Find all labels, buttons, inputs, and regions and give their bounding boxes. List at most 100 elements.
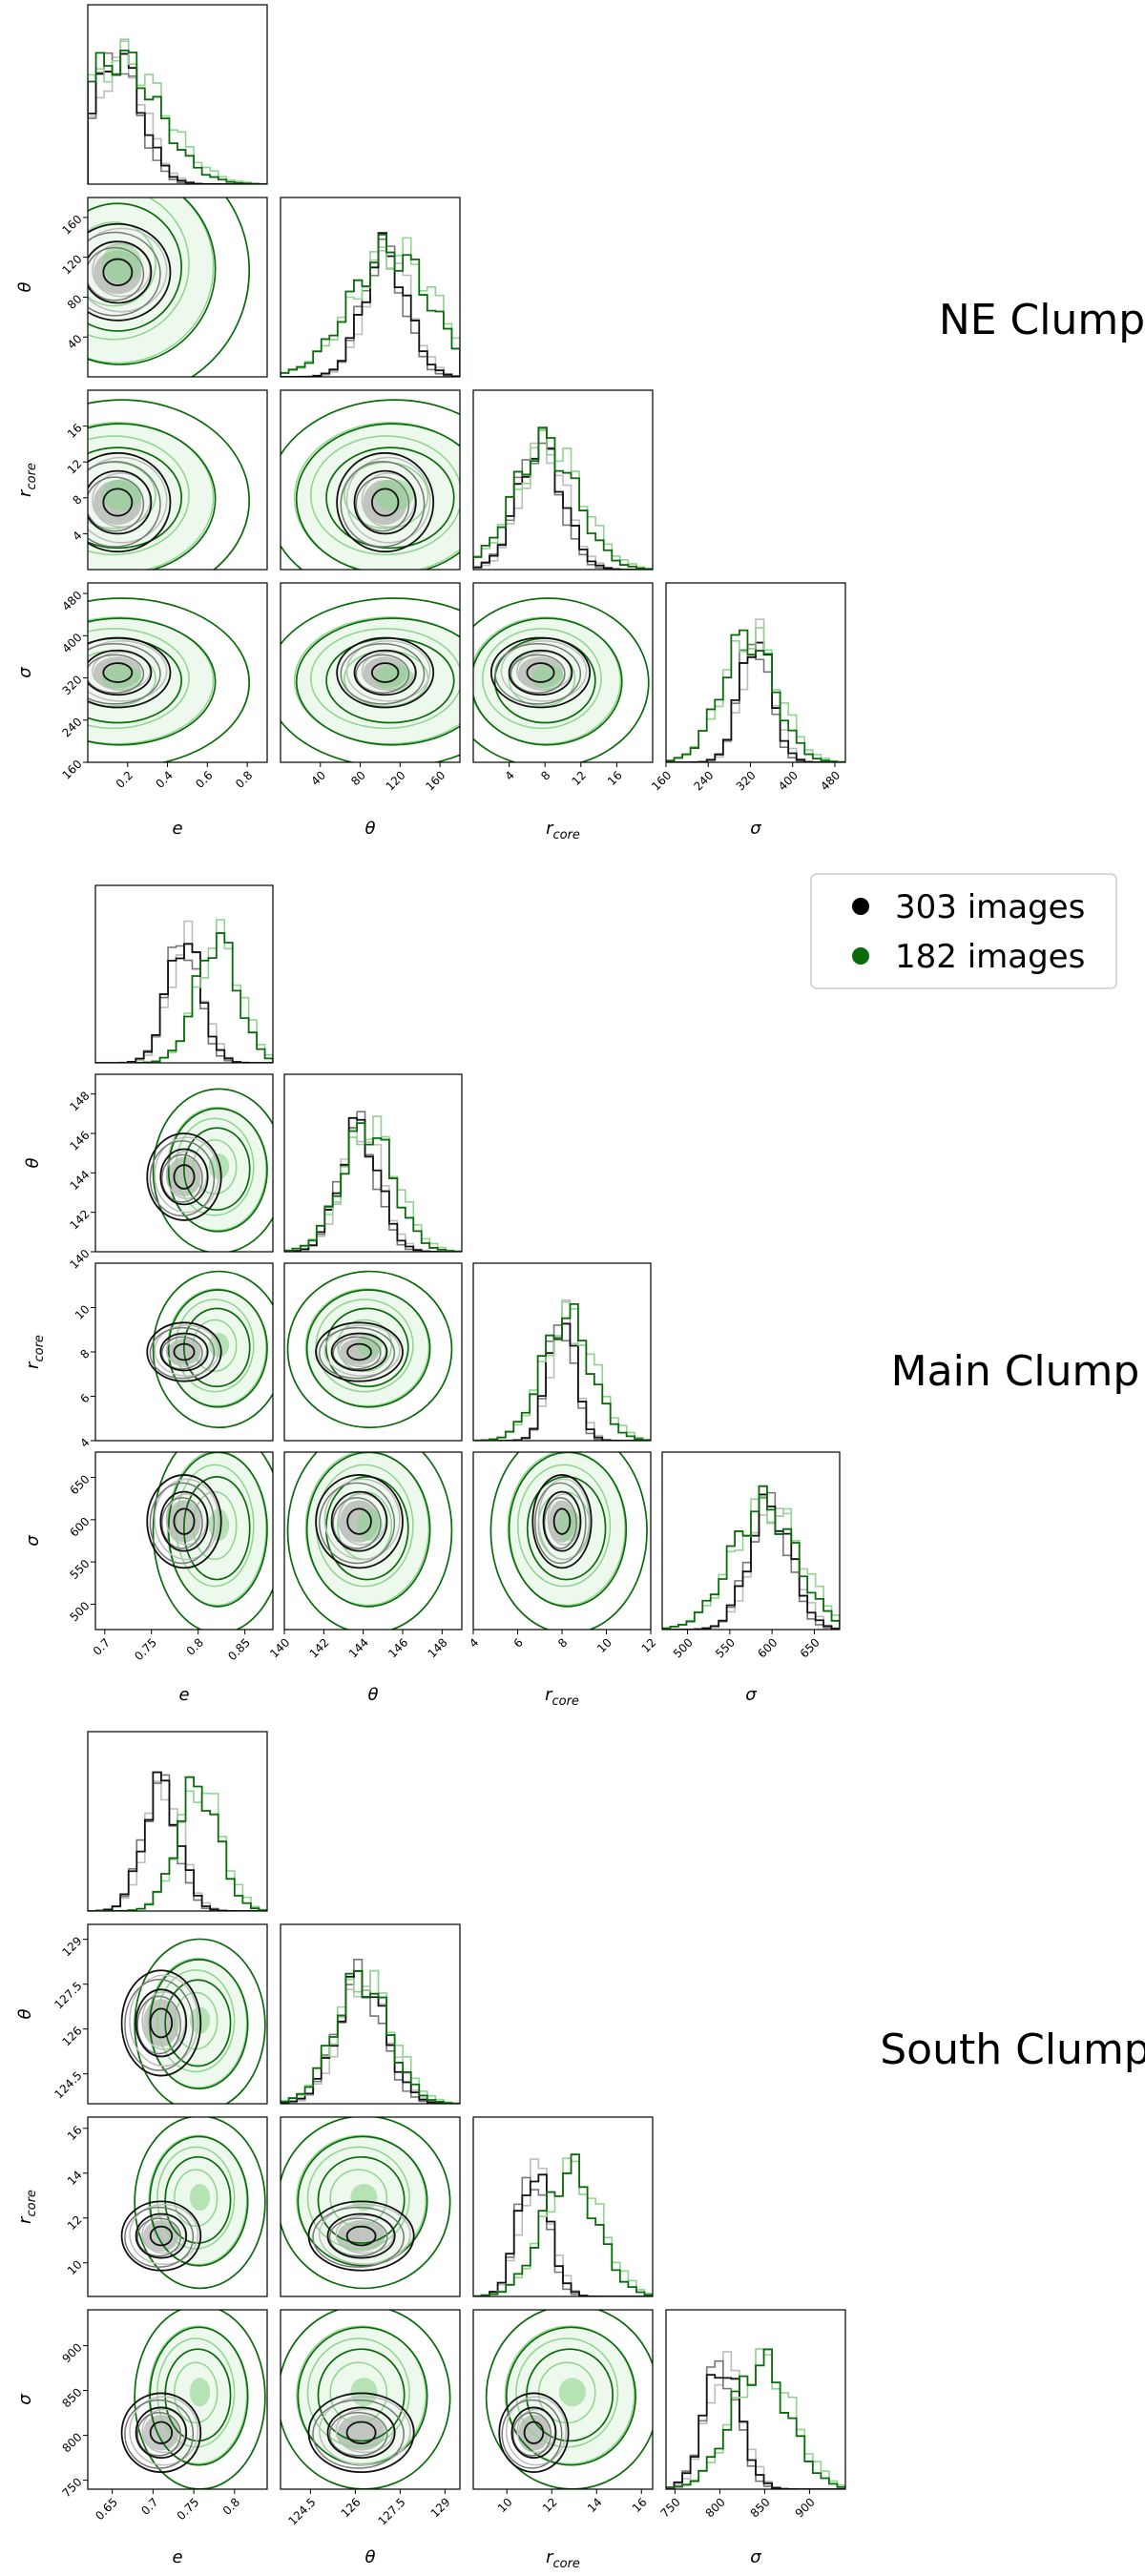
contour-panel-e-vs-r_core [88,399,251,570]
contour-182-run-b-1 [192,1319,238,1372]
contour-182-run-b-2 [306,2146,410,2250]
y-tick-label: 127.5 [52,1979,84,2011]
contour-303-images-3 [120,2200,202,2272]
contour-303-images-2 [88,649,153,696]
corner-plot-ne-clump: 40 80 120 160 θ 4 8 12 16 rcore 0.2 0.4 0.6 0.8 e 160 24… [15,4,846,842]
contour-182-images-3 [281,399,460,570]
contour-303-run-c-2 [124,2206,195,2268]
hist-182-run-b [281,1969,460,2104]
contour-303-images-2 [330,1332,388,1372]
panel-frame [665,2309,846,2490]
contour-303-run-c-1 [136,1995,181,2055]
panel-frame [87,2309,268,2490]
contour-303-images-1 [149,2007,174,2039]
x-tick-label: 400 [776,768,801,793]
x-tick-label: 750 [658,2495,683,2520]
panel-frame [94,884,274,1064]
contour-182-images-2 [295,423,460,570]
contour-303-run-c-1 [511,2411,552,2457]
panel-frame [665,582,846,763]
contour-303-run-b-2 [323,1478,401,1561]
contour-182-run-b-1 [337,1319,393,1372]
contour-303-images-2 [353,469,417,535]
histogram-panel-σ [662,1485,840,1630]
contour-182-fill-core [101,479,142,510]
y-tick-label: 140 [67,1247,92,1272]
y-tick-label: 6 [77,1391,92,1405]
contour-303-images-1 [370,488,400,517]
contour-182-images-2 [167,1107,268,1233]
y-tick-label: 240 [59,715,84,739]
hist-182-images [662,1485,840,1630]
contour-182-run-b-2 [88,435,190,556]
contour-303-run-b-2 [505,2396,567,2466]
y-tick-label: 14 [65,2168,85,2188]
contour-182-images-3 [489,1452,648,1630]
panel-frame [87,4,268,185]
contour-182-images-3 [152,1452,273,1630]
contour-182-images-2 [88,423,217,570]
contour-303-images-2 [159,1148,209,1206]
contour-182-images-3 [88,399,251,570]
contour-303-run-c-2 [319,1482,396,1565]
contour-303-images-2 [159,1332,209,1372]
contour-182-images-2 [88,197,217,365]
contour-303-run-c-1 [160,1336,203,1370]
hist-182-run-b [666,627,845,762]
y-tick-label: 850 [59,2385,84,2410]
x-tick-label: 12 [569,768,589,788]
contour-303-run-c-1 [328,2217,388,2257]
y-axis-label-θ: θ [15,281,35,292]
contour-182-run-b-2 [156,2146,236,2250]
y-axis-label-σ: σ [15,667,35,678]
contour-182-images-1 [164,2348,232,2442]
y-tick-label: 142 [67,1207,92,1232]
x-axis-label-r_core: rcore [545,1685,579,1709]
contour-182-run-b-2 [156,1969,236,2073]
contour-303-run-c-1 [328,2411,388,2457]
y-tick-label: 126 [59,2024,84,2048]
contour-303-run-c-1 [88,654,145,694]
x-tick-label: 16 [630,2495,650,2515]
contour-303-run-c-2 [88,231,161,317]
contour-182-images-1 [325,447,455,550]
hist-182-images [284,1122,462,1252]
contour-303-images-3 [88,222,172,322]
x-tick-label: 240 [691,768,716,793]
histogram-panel-e [88,1771,267,1911]
contour-303-images-3 [88,636,172,709]
contour-panel-e-vs-r_core [120,2117,266,2290]
contour-182-images-3 [281,2117,451,2290]
y-axis-label-σ: σ [15,2394,35,2405]
x-tick-label: 0.8 [220,2495,242,2517]
y-tick-label: 320 [59,673,84,697]
x-tick-label: 0.75 [175,2495,202,2523]
contour-303-run-b-2 [88,227,168,313]
y-tick-label: 12 [65,457,85,477]
contour-303-fill-core [143,2220,179,2252]
x-tick-label: 650 [798,1635,822,1660]
x-axis-label-subscript: core [552,1694,578,1709]
panel-frame [283,1073,463,1253]
contour-303-images-3 [88,451,172,553]
contour-303-run-c-1 [160,1153,203,1203]
hist-182-images [473,1302,651,1441]
x-tick-label: 0.7 [91,1635,113,1657]
contour-182-images-3 [286,1270,453,1429]
x-tick-label: 800 [703,2495,728,2520]
contour-panel-θ-vs-r_core [281,399,460,570]
contour-303-run-b-2 [345,640,431,702]
panel-frame [94,1451,274,1631]
x-tick-label: 124.5 [285,2495,318,2527]
x-tick-label: 0.2 [114,768,135,790]
contour-303-images-1 [102,488,134,517]
legend-marker-182 [852,947,869,965]
y-tick-label: 4 [70,529,84,543]
contour-182-run-b-2 [175,1464,255,1588]
contour-303-images-2 [326,2212,396,2259]
x-tick-label: 850 [748,2495,773,2520]
contour-303-run-c-1 [160,1497,203,1549]
y-tick-label: 12 [65,2212,85,2233]
contour-303-run-c-2 [501,2399,563,2469]
panel-frame [472,582,654,763]
